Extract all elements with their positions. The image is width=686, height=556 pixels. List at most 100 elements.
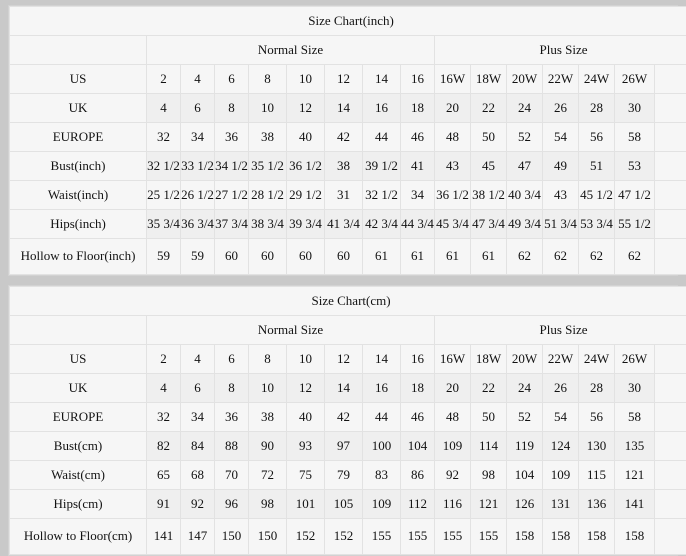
cm-cell: 158 <box>615 519 655 555</box>
cm-cell: 42 <box>325 403 363 432</box>
inch-cell: 18W <box>471 65 507 94</box>
cm-row-label: US <box>10 345 147 374</box>
cm-cell: 131 <box>543 490 579 519</box>
cm-cell: 50 <box>471 403 507 432</box>
inch-cell: 51 <box>579 152 615 181</box>
inch-cell: 61 <box>435 239 471 275</box>
inch-row-tail-cell <box>655 94 686 123</box>
inch-cell: 39 1/2 <box>363 152 401 181</box>
cm-cell: 26 <box>543 374 579 403</box>
cm-cell: 72 <box>249 461 287 490</box>
cm-cell: 105 <box>325 490 363 519</box>
cm-cell: 4 <box>181 345 215 374</box>
inch-cell: 31 <box>325 181 363 210</box>
cm-cell: 152 <box>287 519 325 555</box>
cm-cell: 141 <box>615 490 655 519</box>
cm-cell: 124 <box>543 432 579 461</box>
cm-cell: 155 <box>435 519 471 555</box>
inch-group-normal-size: Normal Size <box>147 36 435 65</box>
cm-row-tail-cell <box>655 519 686 555</box>
cm-row-tail-cell <box>655 403 686 432</box>
cm-cell: 97 <box>325 432 363 461</box>
inch-cell: 26 <box>543 94 579 123</box>
inch-cell: 60 <box>215 239 249 275</box>
cm-title: Size Chart(cm) <box>10 287 686 316</box>
inch-cell: 14 <box>363 65 401 94</box>
cm-cell: 75 <box>287 461 325 490</box>
cm-cell: 20W <box>507 345 543 374</box>
inch-row-label: Bust(inch) <box>10 152 147 181</box>
cm-cell: 36 <box>215 403 249 432</box>
cm-cell: 2 <box>147 345 181 374</box>
cm-row-label: Bust(cm) <box>10 432 147 461</box>
cm-cell: 10 <box>287 345 325 374</box>
cm-cell: 93 <box>287 432 325 461</box>
inch-cell: 8 <box>249 65 287 94</box>
inch-cell: 62 <box>543 239 579 275</box>
cm-row-label: Hips(cm) <box>10 490 147 519</box>
inch-cell: 2 <box>147 65 181 94</box>
cm-cell: 38 <box>249 403 287 432</box>
inch-cell: 60 <box>325 239 363 275</box>
cm-cell: 88 <box>215 432 249 461</box>
inch-cell: 6 <box>181 94 215 123</box>
cm-row-tail-cell <box>655 490 686 519</box>
cm-cell: 70 <box>215 461 249 490</box>
inch-cell: 53 3/4 <box>579 210 615 239</box>
inch-cell: 30 <box>615 94 655 123</box>
inch-cell: 55 1/2 <box>615 210 655 239</box>
cm-cell: 24 <box>507 374 543 403</box>
inch-group-blank <box>10 36 147 65</box>
inch-cell: 24W <box>579 65 615 94</box>
inch-cell: 26W <box>615 65 655 94</box>
cm-cell: 150 <box>215 519 249 555</box>
inch-cell: 12 <box>325 65 363 94</box>
cm-cell: 22 <box>471 374 507 403</box>
inch-cell: 62 <box>615 239 655 275</box>
cm-cell: 32 <box>147 403 181 432</box>
cm-cell: 109 <box>543 461 579 490</box>
cm-group-blank <box>10 316 147 345</box>
cm-cell: 12 <box>325 345 363 374</box>
cm-cell: 16 <box>363 374 401 403</box>
inch-cell: 44 <box>363 123 401 152</box>
cm-cell: 26W <box>615 345 655 374</box>
inch-cell: 10 <box>287 65 325 94</box>
inch-title-row: Size Chart(inch) <box>10 7 686 36</box>
cm-cell: 98 <box>471 461 507 490</box>
inch-cell: 20W <box>507 65 543 94</box>
inch-cell: 40 <box>287 123 325 152</box>
inch-row-label: Waist(inch) <box>10 181 147 210</box>
cm-cell: 44 <box>363 403 401 432</box>
cm-cell: 115 <box>579 461 615 490</box>
inch-cell: 32 1/2 <box>363 181 401 210</box>
cm-cell: 16W <box>435 345 471 374</box>
cm-cell: 101 <box>287 490 325 519</box>
cm-cell: 12 <box>287 374 325 403</box>
cm-cell: 96 <box>215 490 249 519</box>
cm-cell: 104 <box>507 461 543 490</box>
inch-cell: 27 1/2 <box>215 181 249 210</box>
inch-title: Size Chart(inch) <box>10 7 686 36</box>
cm-cell: 147 <box>181 519 215 555</box>
inch-cell: 47 <box>507 152 543 181</box>
cm-cell: 109 <box>435 432 471 461</box>
cm-cell: 65 <box>147 461 181 490</box>
inch-cell: 6 <box>215 65 249 94</box>
inch-cell: 16W <box>435 65 471 94</box>
inch-cell: 61 <box>363 239 401 275</box>
inch-cell: 36 1/2 <box>287 152 325 181</box>
cm-cell: 22W <box>543 345 579 374</box>
inch-cell: 34 <box>181 123 215 152</box>
inch-row-tail-cell <box>655 181 686 210</box>
cm-cell: 150 <box>249 519 287 555</box>
